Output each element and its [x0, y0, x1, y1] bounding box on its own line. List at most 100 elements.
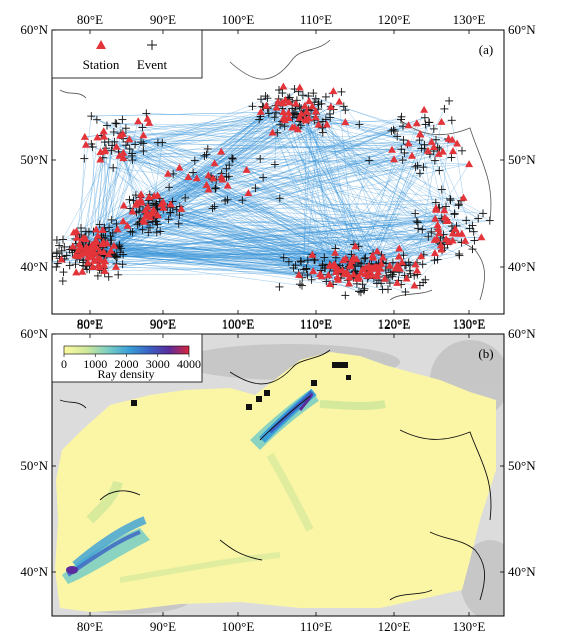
event-marker — [138, 225, 147, 234]
event-marker — [95, 220, 104, 229]
ray-path — [272, 132, 336, 265]
ray-path — [276, 107, 455, 231]
event-marker — [401, 288, 410, 296]
station-marker — [150, 192, 159, 199]
event-marker — [355, 120, 364, 129]
station-marker — [377, 259, 386, 267]
station-marker — [119, 217, 128, 225]
lon-tick-label-bottom: 120°E — [378, 317, 411, 332]
station-marker — [354, 273, 363, 281]
station-marker — [96, 148, 105, 155]
lon-tick-label-bottom: 100°E — [222, 317, 255, 332]
event-marker — [113, 253, 121, 262]
event-marker — [337, 87, 346, 96]
colorbar: 0 1000 2000 3000 4000 Ray density — [51, 333, 203, 383]
event-marker — [238, 196, 247, 205]
event-marker — [365, 156, 374, 165]
lat-tick-label-left: 40°N — [20, 564, 48, 579]
station-marker — [459, 193, 468, 201]
event-marker — [103, 121, 111, 130]
lat-tick-label-right: 40°N — [508, 259, 536, 274]
event-marker — [116, 248, 125, 257]
station-marker — [104, 250, 113, 258]
ray-path — [78, 249, 377, 266]
legend-a: Station Event — [51, 29, 203, 79]
ray-path — [302, 94, 331, 108]
event-marker — [418, 260, 427, 269]
event-marker — [228, 154, 236, 163]
ray-path — [91, 254, 322, 271]
event-marker — [325, 110, 334, 118]
station-marker — [100, 260, 108, 268]
station-marker — [78, 267, 87, 275]
event-marker — [139, 147, 148, 155]
station-marker — [242, 165, 251, 173]
station-marker — [373, 263, 381, 271]
lon-tick-label-top: 90°E — [150, 316, 176, 331]
station-marker — [326, 261, 335, 269]
event-marker — [297, 258, 306, 266]
event-marker — [361, 253, 370, 262]
event-marker — [399, 122, 407, 131]
event-marker — [399, 136, 408, 144]
event-marker — [425, 118, 434, 127]
ray-path — [91, 115, 351, 265]
lon-tick-label-top: 80°E — [77, 12, 103, 27]
event-marker — [357, 259, 366, 268]
station-marker — [411, 260, 420, 268]
ray-path — [66, 150, 106, 256]
lat-tick-label-right: 40°N — [508, 564, 536, 579]
ray-path — [157, 197, 464, 216]
station-marker — [87, 252, 96, 260]
ray-path — [123, 152, 164, 210]
station-marker — [334, 265, 343, 273]
ray-path — [283, 86, 437, 140]
event-marker — [59, 235, 67, 244]
station-marker — [410, 281, 419, 289]
station-marker — [448, 229, 457, 237]
event-marker — [270, 113, 279, 122]
panel-b: 0 1000 2000 3000 4000 Ray density (b) — [51, 333, 505, 617]
event-marker — [424, 232, 433, 241]
event-marker — [468, 245, 477, 254]
event-marker — [479, 209, 487, 218]
event-marker — [127, 151, 136, 160]
event-marker — [442, 202, 450, 211]
ray-path — [102, 237, 482, 252]
station-marker — [223, 181, 232, 189]
event-marker — [378, 285, 387, 294]
event-marker — [341, 106, 350, 115]
station-marker — [300, 101, 309, 109]
event-marker — [111, 252, 120, 261]
station-marker — [394, 252, 403, 260]
event-marker — [156, 227, 165, 236]
event-marker — [284, 257, 293, 266]
ray-path — [172, 155, 413, 209]
station-marker — [262, 101, 271, 109]
event-marker — [137, 138, 145, 146]
event-marker — [296, 121, 305, 130]
station-marker — [448, 135, 457, 143]
ray-path — [330, 122, 430, 267]
ray-path — [131, 139, 453, 157]
event-marker — [57, 246, 66, 255]
ray-path — [306, 115, 386, 279]
ray-path — [376, 108, 445, 252]
station-marker — [119, 154, 128, 161]
event-marker — [303, 256, 312, 265]
event-marker — [321, 115, 330, 124]
event-marker — [474, 214, 483, 223]
colorbar-tick-label: 3000 — [146, 357, 170, 371]
station-marker — [416, 130, 425, 138]
station-marker — [393, 278, 402, 286]
event-marker — [291, 261, 300, 270]
panel-a-frame — [51, 29, 505, 315]
event-marker — [307, 275, 316, 284]
event-marker — [174, 219, 183, 228]
event-marker — [303, 271, 312, 279]
panel-b-label: (b) — [478, 346, 493, 361]
station-marker — [433, 221, 442, 228]
event-marker — [386, 268, 395, 277]
ray-path — [157, 214, 357, 260]
event-marker — [414, 224, 423, 233]
